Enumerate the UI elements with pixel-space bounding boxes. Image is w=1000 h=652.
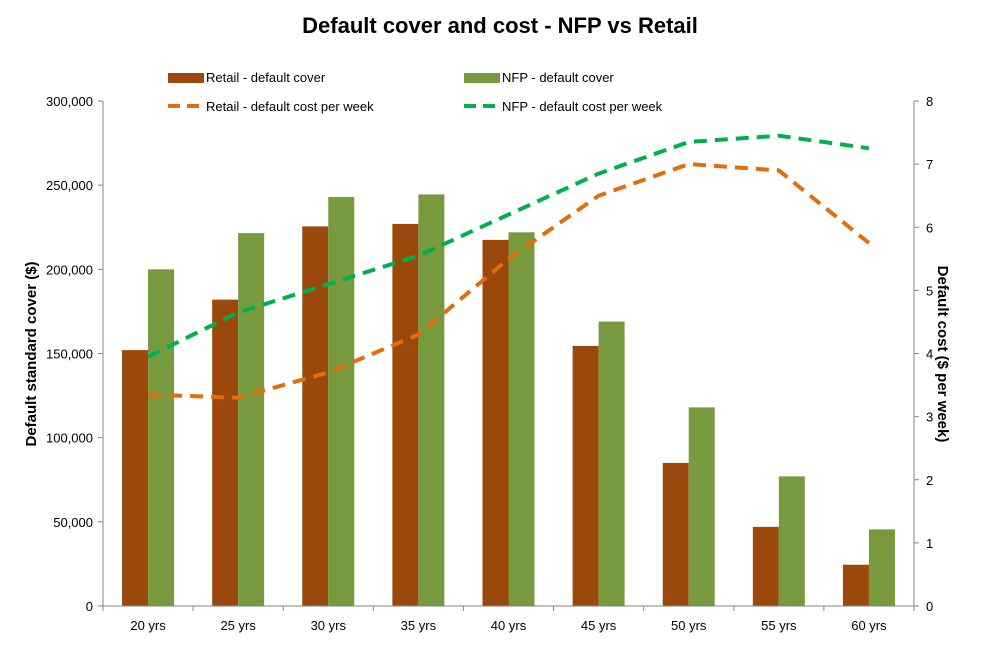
right-tick-label: 8 [926, 94, 933, 109]
x-tick-label: 55 yrs [761, 618, 797, 633]
x-tick-label: 50 yrs [671, 618, 707, 633]
x-tick-label: 30 yrs [311, 618, 347, 633]
x-tick-label: 40 yrs [491, 618, 527, 633]
nfp-cover-bar [688, 407, 715, 606]
retail-cover-bar [482, 239, 509, 606]
nfp-cover-bar [778, 476, 805, 606]
retail-cost-line [148, 162, 871, 400]
left-tick-label: 300,000 [46, 94, 93, 109]
retail-cover-bar [122, 350, 149, 606]
legend-label-nfp-cover: NFP - default cover [502, 70, 614, 85]
bars-layer [122, 194, 895, 607]
left-tick-label: 250,000 [46, 178, 93, 193]
legend-swatch-nfp-cover [464, 73, 500, 83]
y-right-axis-title: Default cost ($ per week) [934, 266, 951, 443]
left-tick-label: 100,000 [46, 431, 93, 446]
x-tick-label: 45 yrs [581, 618, 617, 633]
x-tick-label: 25 yrs [220, 618, 256, 633]
nfp-cover-bar [238, 233, 265, 606]
right-tick-label: 6 [926, 220, 933, 235]
nfp-cover-bar [868, 529, 895, 606]
nfp-cover-bar [148, 269, 175, 606]
chart-title: Default cover and cost - NFP vs Retail [302, 13, 698, 38]
lines-layer [147, 133, 871, 400]
nfp-cover-bar [418, 194, 445, 607]
left-axis-ticks: 0 50,000 100,000 150,000 200,000 250,000 300,0… [46, 94, 103, 614]
right-tick-label: 5 [926, 283, 933, 298]
retail-cover-bar [662, 462, 689, 606]
x-tick-label: 60 yrs [851, 618, 887, 633]
nfp-cover-bar [508, 232, 535, 607]
nfp-cover-bar [598, 321, 625, 606]
nfp-cost-line [147, 133, 870, 359]
left-tick-label: 0 [86, 599, 93, 614]
right-tick-label: 2 [926, 473, 933, 488]
legend-label-nfp-cost: NFP - default cost per week [502, 99, 663, 114]
retail-cover-bar [212, 299, 239, 606]
legend-label-retail-cost: Retail - default cost per week [206, 99, 374, 114]
right-axis-ticks: 0 1 2 3 4 5 6 7 8 [914, 94, 933, 614]
legend-swatch-retail-cover [168, 73, 204, 83]
legend: Retail - default cover NFP - default cov… [168, 70, 663, 114]
x-tick-label: 20 yrs [130, 618, 166, 633]
right-tick-label: 0 [926, 599, 933, 614]
y-left-axis-title: Default standard cover ($) [23, 261, 40, 446]
left-tick-label: 50,000 [53, 515, 93, 530]
left-tick-label: 200,000 [46, 262, 93, 277]
nfp-cover-bar [328, 196, 355, 606]
right-tick-label: 7 [926, 157, 933, 172]
right-tick-label: 3 [926, 410, 933, 425]
x-tick-label: 35 yrs [401, 618, 437, 633]
retail-cover-bar [392, 223, 419, 606]
retail-cover-bar [572, 345, 599, 606]
right-tick-label: 1 [926, 536, 933, 551]
x-axis-ticks: 20 yrs 25 yrs 30 yrs 35 yrs 40 yrs 45 yrs 50 y… [102, 606, 915, 633]
retail-cover-bar [842, 564, 869, 606]
retail-cover-bar [752, 526, 779, 606]
right-tick-label: 4 [926, 347, 933, 362]
legend-label-retail-cover: Retail - default cover [206, 70, 326, 85]
left-tick-label: 150,000 [46, 347, 93, 362]
